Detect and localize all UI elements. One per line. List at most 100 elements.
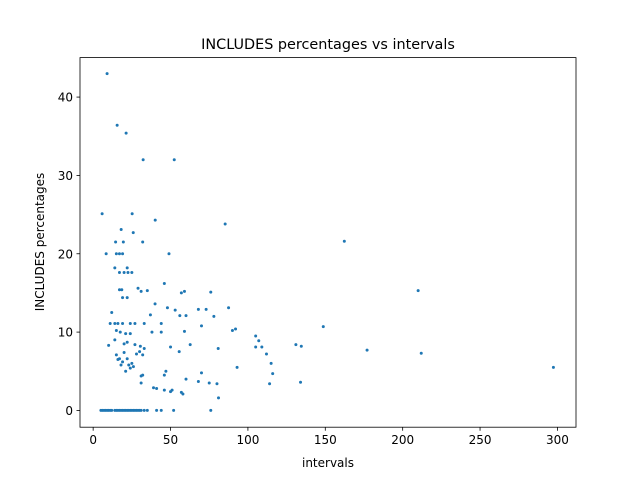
point xyxy=(170,388,174,392)
point xyxy=(182,289,186,293)
point xyxy=(114,252,118,256)
point xyxy=(196,307,200,311)
point xyxy=(119,363,123,367)
point xyxy=(121,321,125,325)
point xyxy=(178,314,182,318)
point xyxy=(113,338,117,342)
y-tick-label: 30 xyxy=(58,169,73,183)
point xyxy=(145,289,149,293)
point xyxy=(145,408,149,412)
point xyxy=(172,158,176,162)
point xyxy=(114,329,118,333)
point xyxy=(121,252,125,256)
point xyxy=(207,381,211,385)
point xyxy=(139,408,143,412)
point xyxy=(116,321,120,325)
point xyxy=(184,377,188,381)
point xyxy=(209,408,213,412)
x-tick-label: 200 xyxy=(391,433,414,447)
y-tick-label: 10 xyxy=(58,326,73,340)
point xyxy=(299,344,303,348)
x-axis-label: intervals xyxy=(302,456,354,470)
point xyxy=(153,302,157,306)
point xyxy=(294,343,298,347)
point xyxy=(141,353,145,357)
point xyxy=(114,353,118,357)
point xyxy=(125,266,129,270)
x-tick-label: 50 xyxy=(163,433,178,447)
point xyxy=(152,386,156,390)
point xyxy=(254,334,258,338)
point xyxy=(130,271,134,275)
point xyxy=(212,314,216,318)
point xyxy=(172,408,176,412)
point xyxy=(164,369,168,373)
point xyxy=(125,340,129,344)
point xyxy=(108,321,112,325)
point xyxy=(117,271,121,275)
point xyxy=(141,158,145,162)
chart-title: INCLUDES percentages vs intervals xyxy=(201,37,455,53)
point xyxy=(179,291,183,295)
plot-frame xyxy=(79,57,577,428)
point xyxy=(188,343,192,347)
point xyxy=(199,371,203,375)
point xyxy=(141,240,145,244)
point xyxy=(167,252,171,256)
point xyxy=(234,327,238,331)
point xyxy=(169,345,173,349)
point xyxy=(122,271,126,275)
point xyxy=(199,324,203,328)
point xyxy=(162,388,166,392)
point xyxy=(230,329,234,333)
point xyxy=(142,347,146,351)
point xyxy=(257,339,261,343)
point xyxy=(121,360,125,364)
point xyxy=(173,308,177,312)
point xyxy=(138,350,142,354)
point xyxy=(133,343,137,347)
point xyxy=(104,252,108,256)
point xyxy=(138,344,142,348)
point xyxy=(217,396,221,400)
y-tick-label: 0 xyxy=(65,404,73,418)
point xyxy=(177,350,181,354)
point xyxy=(116,358,120,362)
point xyxy=(165,306,169,310)
point xyxy=(136,286,140,290)
point xyxy=(215,382,219,386)
point xyxy=(122,350,126,354)
point xyxy=(131,231,135,235)
point xyxy=(419,351,423,355)
point xyxy=(119,227,123,231)
point xyxy=(128,366,132,370)
point xyxy=(271,372,275,376)
point xyxy=(269,361,273,365)
y-tick-label: 40 xyxy=(58,91,73,105)
point xyxy=(130,361,134,365)
point xyxy=(128,321,132,325)
point xyxy=(105,72,109,76)
point xyxy=(254,345,258,349)
x-tick-label: 150 xyxy=(314,433,337,447)
point xyxy=(121,240,125,244)
point xyxy=(227,306,231,310)
point xyxy=(204,307,208,311)
point xyxy=(133,321,137,325)
point xyxy=(107,343,111,347)
point xyxy=(124,369,128,373)
point xyxy=(182,329,186,333)
point xyxy=(117,252,121,256)
point xyxy=(110,311,114,315)
point xyxy=(134,352,138,356)
x-tick-label: 0 xyxy=(89,433,97,447)
point xyxy=(181,392,185,396)
point xyxy=(299,380,303,384)
point xyxy=(416,289,420,293)
x-tick-label: 300 xyxy=(546,433,569,447)
point xyxy=(122,342,126,346)
point xyxy=(141,373,145,377)
point xyxy=(120,288,124,292)
